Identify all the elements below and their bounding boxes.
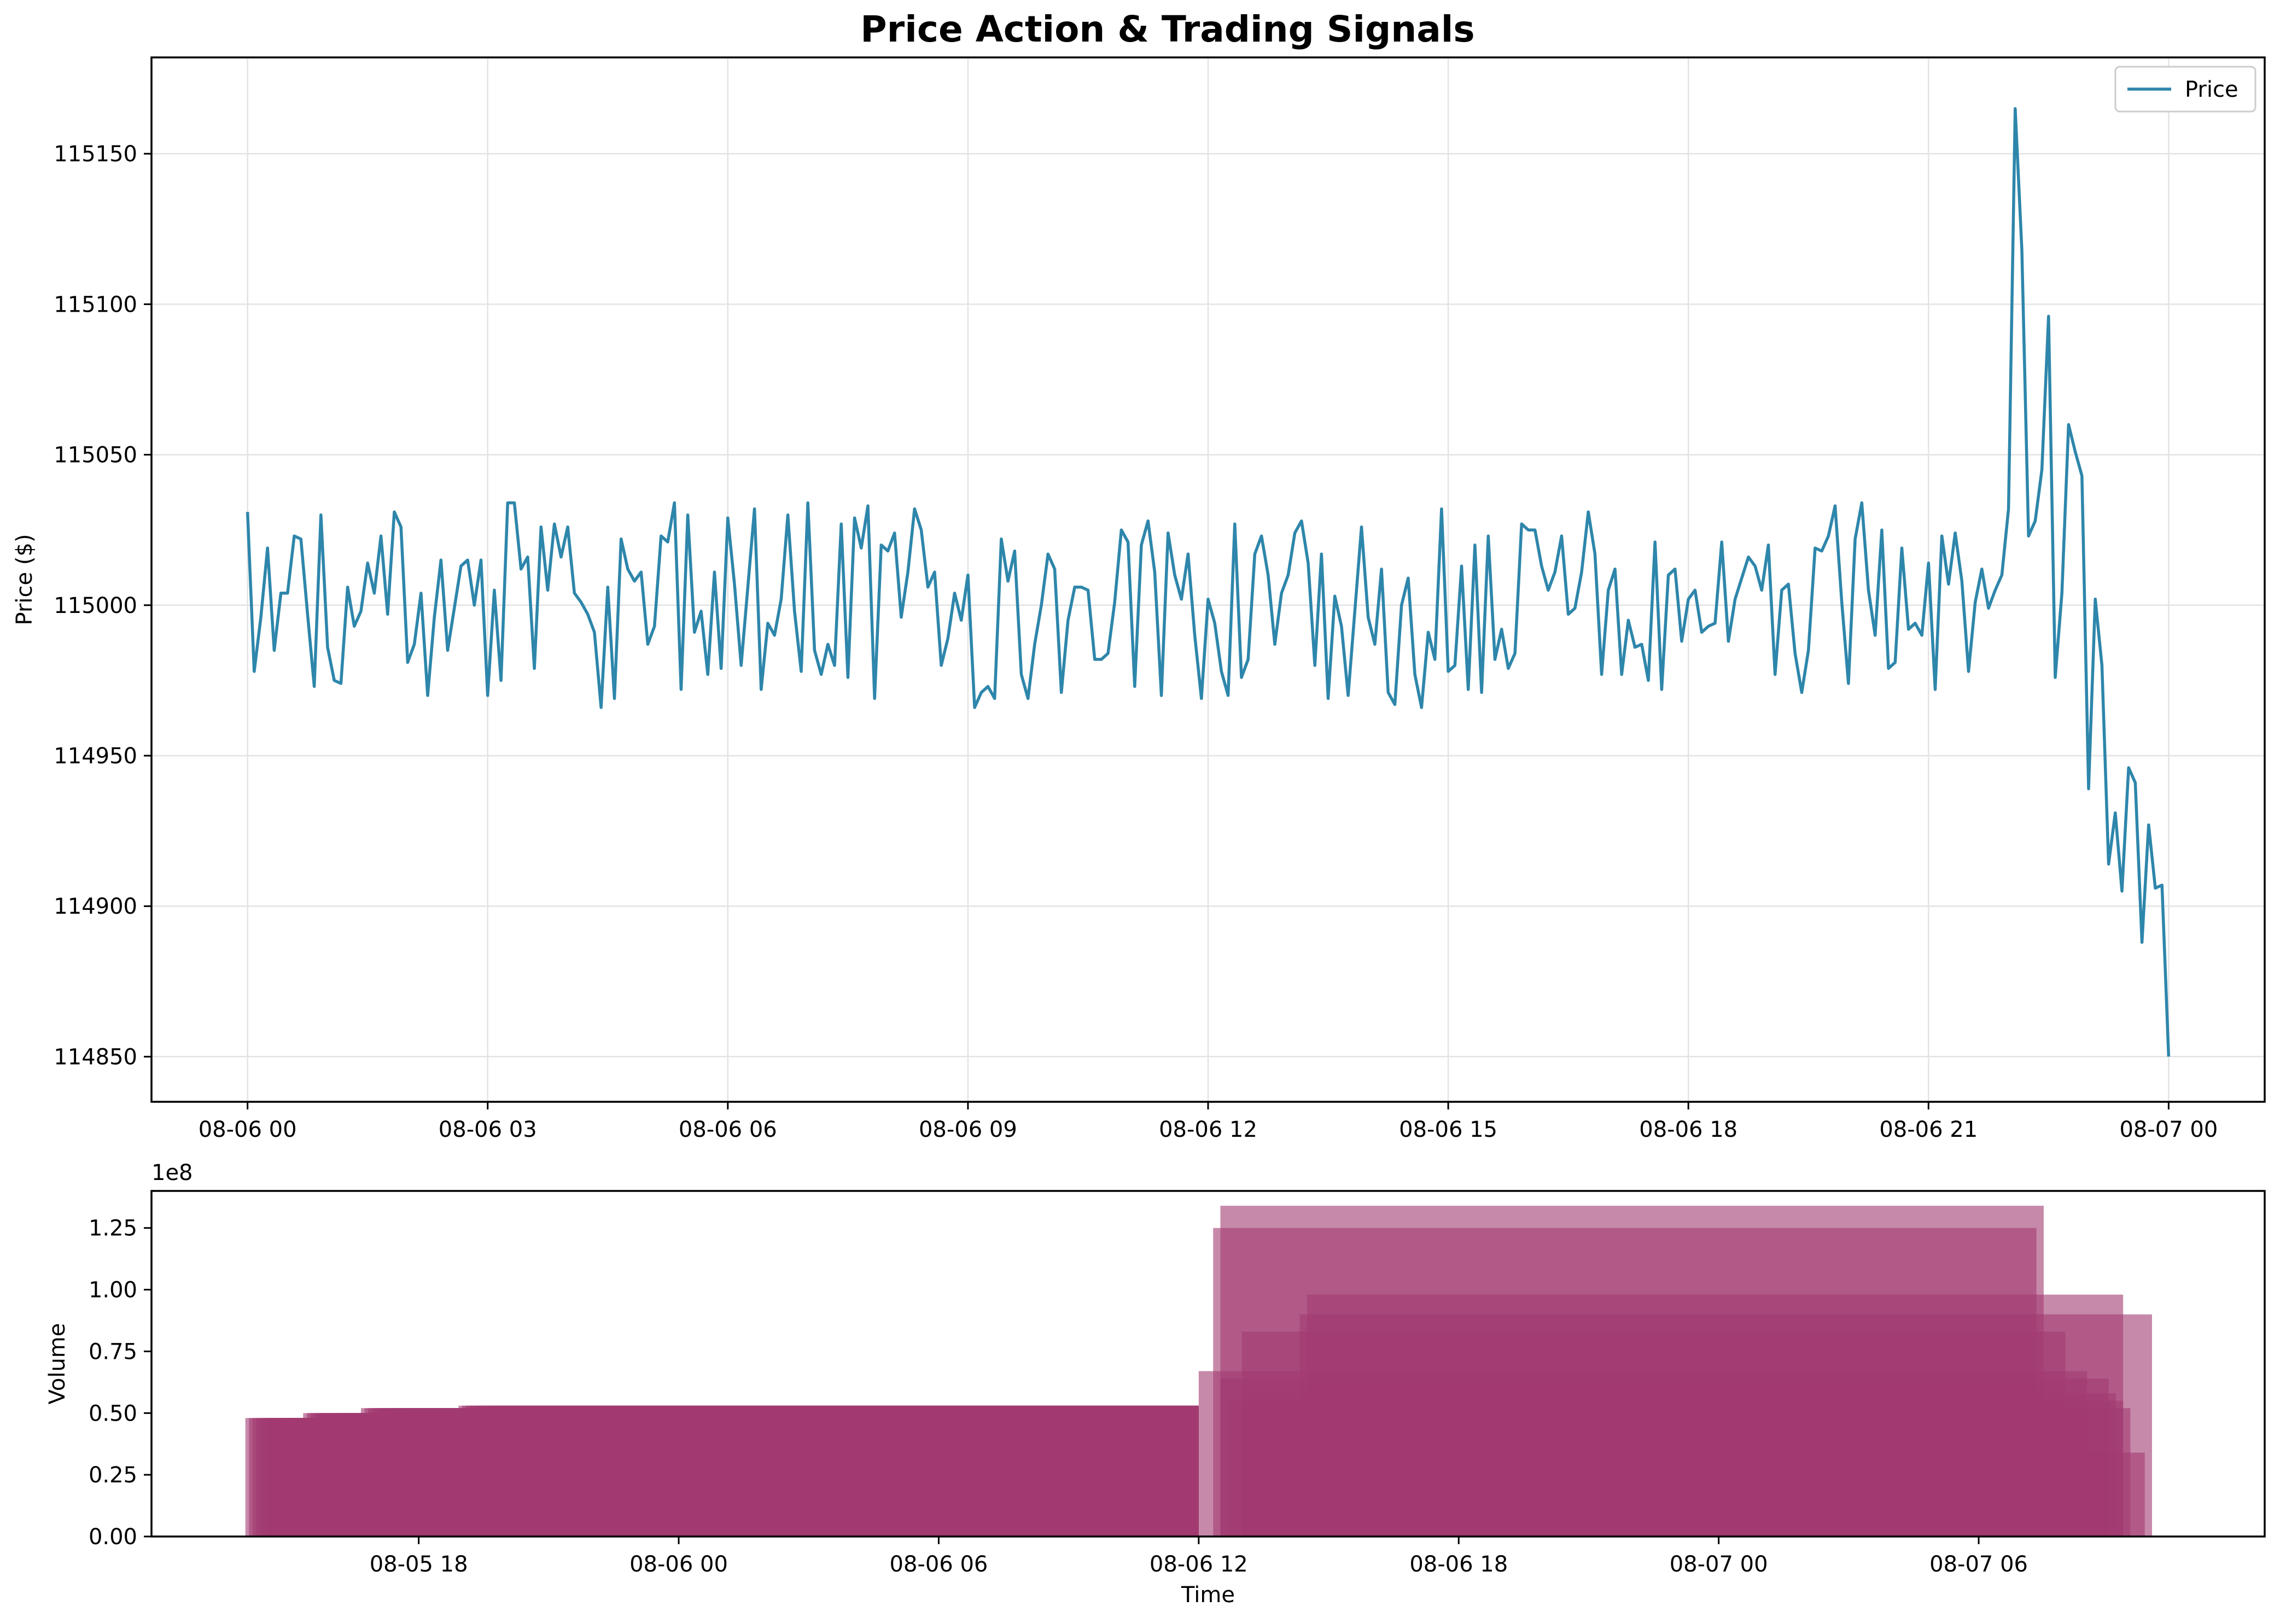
price-x-tick-label: 08-06 15 bbox=[1399, 1117, 1497, 1142]
price-chart-legend: Price bbox=[2114, 66, 2256, 113]
volume-x-tick-label: 08-06 18 bbox=[1409, 1552, 1508, 1577]
volume-y-tick-label: 0.25 bbox=[89, 1463, 137, 1488]
price-x-tick-label: 08-07 00 bbox=[2119, 1117, 2218, 1142]
price-x-tick-label: 08-06 09 bbox=[919, 1117, 1017, 1142]
price-chart-grid bbox=[151, 57, 2265, 1102]
price-x-tick-label: 08-06 06 bbox=[679, 1117, 777, 1142]
volume-bar bbox=[1195, 1405, 1199, 1537]
price-y-tick-label: 114850 bbox=[54, 1044, 137, 1070]
price-y-tick-label: 114950 bbox=[54, 744, 137, 769]
volume-chart-y-ticks: 0.00 0.25 0.50 0.75 1.00 1.25 bbox=[89, 1216, 151, 1550]
volume-chart-frame bbox=[150, 1190, 2266, 1538]
price-x-tick-label: 08-06 03 bbox=[439, 1117, 537, 1142]
volume-chart-offset-label: 1e8 bbox=[151, 1160, 193, 1185]
price-x-tick-label: 08-06 21 bbox=[1879, 1117, 1978, 1142]
volume-chart-y-label: Volume bbox=[45, 1323, 70, 1405]
price-chart-y-ticks: 114850 114900 114950 115000 115050 115100 1151… bbox=[54, 142, 151, 1070]
price-chart-title: Price Action & Trading Signals bbox=[860, 8, 1474, 50]
volume-chart-x-ticks: 08-05 18 08-06 00 08-06 06 08-06 12 08-06 18… bbox=[370, 1537, 2028, 1577]
legend-box bbox=[2114, 66, 2256, 113]
price-x-tick-label: 08-06 18 bbox=[1639, 1117, 1737, 1142]
price-chart-y-label: Price ($) bbox=[12, 534, 37, 626]
price-chart-frame bbox=[150, 56, 2266, 1103]
volume-x-tick-label: 08-07 00 bbox=[1670, 1552, 1768, 1577]
volume-x-tick-label: 08-07 06 bbox=[1929, 1552, 2028, 1577]
legend-price-label: Price bbox=[2185, 77, 2238, 102]
price-x-tick-label: 08-06 00 bbox=[199, 1117, 297, 1142]
volume-y-tick-label: 0.50 bbox=[89, 1401, 137, 1426]
volume-y-tick-label: 1.25 bbox=[89, 1216, 137, 1241]
price-y-tick-label: 115150 bbox=[54, 142, 137, 167]
price-y-tick-label: 115050 bbox=[54, 443, 137, 468]
volume-x-tick-label: 08-06 12 bbox=[1150, 1552, 1248, 1577]
volume-x-tick-label: 08-05 18 bbox=[370, 1552, 468, 1577]
price-y-tick-label: 115000 bbox=[54, 593, 137, 618]
price-chart-x-ticks: 08-06 00 08-06 03 08-06 06 08-06 09 08-06 12… bbox=[199, 1102, 2218, 1142]
price-y-tick-label: 115100 bbox=[54, 292, 137, 317]
volume-bars bbox=[245, 1206, 2152, 1537]
volume-x-tick-label: 08-06 06 bbox=[890, 1552, 988, 1577]
price-series-line bbox=[246, 107, 2171, 1057]
price-x-tick-label: 08-06 12 bbox=[1159, 1117, 1257, 1142]
volume-bar bbox=[1270, 1452, 2145, 1537]
volume-y-tick-label: 1.00 bbox=[89, 1278, 137, 1303]
volume-y-tick-label: 0.75 bbox=[89, 1339, 137, 1364]
price-y-tick-label: 114900 bbox=[54, 894, 137, 919]
volume-chart-x-label: Time bbox=[1181, 1582, 1235, 1608]
volume-x-tick-label: 08-06 00 bbox=[629, 1552, 728, 1577]
volume-y-tick-label: 0.00 bbox=[89, 1524, 137, 1550]
